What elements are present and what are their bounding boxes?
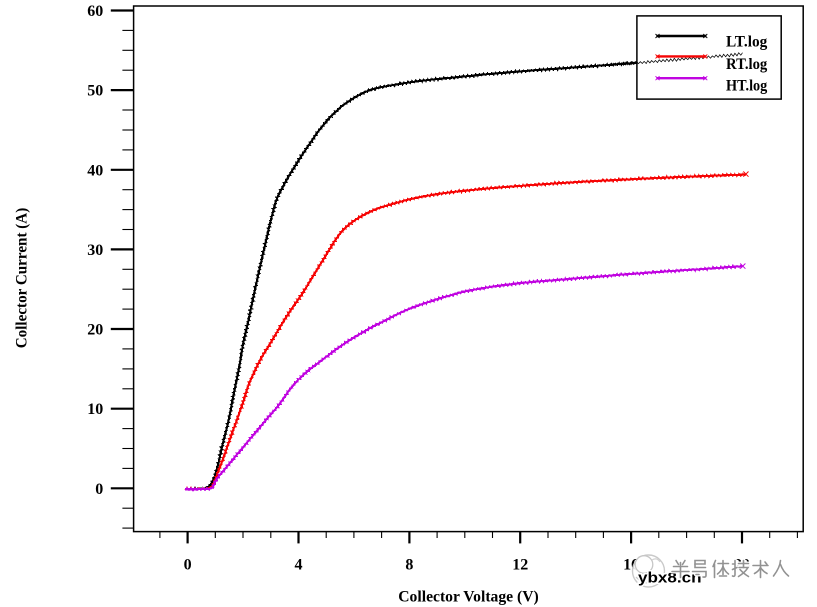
svg-text:20: 20 bbox=[87, 322, 103, 339]
svg-text:RT.log: RT.log bbox=[726, 56, 768, 73]
svg-text:4: 4 bbox=[295, 557, 303, 574]
svg-text:12: 12 bbox=[512, 557, 528, 574]
svg-text:Collector Current (A): Collector Current (A) bbox=[14, 208, 31, 349]
svg-text:Collector Voltage (V): Collector Voltage (V) bbox=[398, 589, 539, 606]
svg-text:8: 8 bbox=[405, 557, 413, 574]
svg-text:0: 0 bbox=[95, 481, 103, 498]
svg-text:HT.log: HT.log bbox=[726, 77, 768, 94]
svg-text:40: 40 bbox=[87, 162, 103, 179]
svg-text:LT.log: LT.log bbox=[726, 33, 768, 50]
svg-text:10: 10 bbox=[87, 401, 103, 418]
svg-text:30: 30 bbox=[87, 242, 103, 259]
svg-text:0: 0 bbox=[184, 557, 192, 574]
svg-text:50: 50 bbox=[87, 83, 103, 100]
svg-text:60: 60 bbox=[87, 3, 103, 20]
